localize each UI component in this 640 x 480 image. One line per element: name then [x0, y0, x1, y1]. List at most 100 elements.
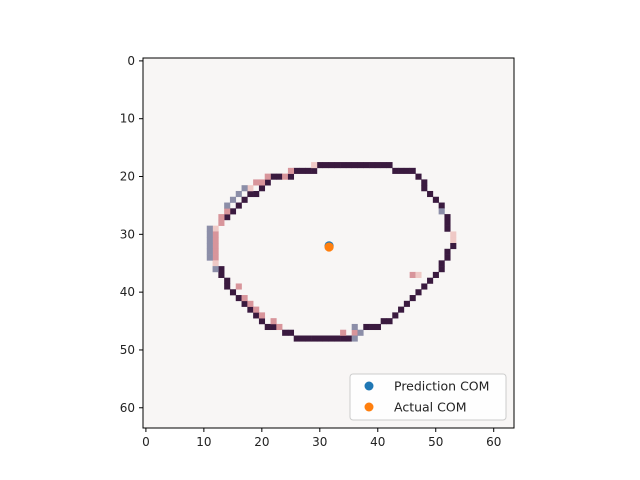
contour-pixel — [258, 185, 266, 192]
axes-frame — [142, 57, 515, 429]
legend-label-prediction-com: Prediction COM — [394, 379, 489, 394]
y-tick-label: 10 — [120, 112, 135, 126]
contour-pixel — [206, 243, 213, 250]
y-axis: 0 10 20 30 40 50 60 — [120, 54, 143, 415]
contour-pixel — [264, 323, 271, 331]
contour-pixel — [206, 248, 213, 255]
contour-pixel — [340, 335, 347, 342]
contour-pixel — [282, 329, 289, 336]
contour-pixel — [340, 162, 347, 169]
contour-pixel — [369, 323, 376, 331]
y-tick-label: 50 — [120, 343, 135, 357]
contour-pixel — [287, 173, 295, 180]
contour-pixel — [438, 202, 445, 209]
y-tick-label: 20 — [120, 170, 135, 184]
contour-pixel — [357, 162, 364, 169]
contour-pixel — [247, 306, 254, 313]
contour-pixel — [398, 167, 405, 174]
contour-pixel — [206, 254, 213, 261]
contour-pixel — [345, 162, 352, 169]
legend-label-actual-com: Actual COM — [394, 400, 467, 415]
contour-pixel — [287, 167, 295, 174]
contour-pixel — [340, 329, 347, 336]
contour-pixel — [403, 167, 410, 174]
contour-pixel — [282, 173, 289, 180]
contour-pixel — [305, 167, 312, 174]
contour-pixel — [299, 167, 306, 174]
contour-pixel — [299, 335, 306, 342]
x-tick-label: 60 — [486, 435, 501, 449]
contour-pixel — [229, 289, 237, 296]
contour-pixel — [264, 173, 271, 180]
contour-pixel — [415, 289, 422, 296]
contour-pixel — [270, 323, 277, 331]
contour-pixel — [229, 196, 237, 203]
contour-pixel — [363, 162, 370, 169]
contour-pixel — [229, 208, 237, 215]
contour-pixel — [293, 167, 300, 174]
x-tick-label: 50 — [428, 435, 443, 449]
contour-pixel — [369, 162, 376, 169]
contour-pixel — [427, 277, 434, 284]
contour-pixel — [311, 167, 318, 174]
contour-pixel — [224, 214, 231, 221]
contour-pixel — [270, 173, 277, 180]
contour-pixel — [363, 323, 370, 331]
contour-pixel — [212, 260, 219, 267]
contour-pixel — [444, 214, 451, 221]
contour-pixel — [218, 271, 225, 278]
contour-pixel — [432, 196, 439, 203]
contour-pixel — [212, 254, 219, 261]
contour-pixel — [427, 190, 434, 198]
legend-marker-prediction-com — [364, 381, 374, 391]
contour-pixel — [398, 306, 405, 313]
contour-pixel — [247, 300, 254, 307]
contour-pixel — [316, 335, 324, 342]
contour-pixel — [316, 162, 324, 169]
contour-pixel — [253, 190, 260, 198]
contour-pixel — [421, 179, 428, 186]
contour-pixel — [438, 266, 445, 273]
contour-pixel — [241, 196, 248, 203]
x-tick-label: 40 — [370, 435, 385, 449]
scatter-point-actual-com — [324, 242, 334, 252]
contour-pixel — [374, 162, 381, 169]
contour-pixel — [305, 335, 312, 342]
contour-pixel — [322, 162, 329, 169]
contour-pixel — [212, 266, 219, 273]
contour-pixel — [351, 162, 358, 169]
contour-pixel — [253, 179, 260, 186]
contour-pixel — [253, 306, 260, 313]
com-markers — [324, 241, 334, 252]
contour-pixel — [432, 271, 439, 278]
contour-pixel — [450, 231, 457, 238]
y-tick-label: 30 — [120, 227, 135, 241]
contour-pixel — [258, 179, 266, 186]
contour-pixel — [258, 318, 266, 325]
contour-pixel — [334, 162, 341, 169]
plot-area — [142, 57, 515, 429]
contour-pixel — [241, 185, 248, 192]
contour-pixel — [351, 329, 358, 336]
contour-pixel — [415, 271, 422, 278]
contour-pixel — [409, 295, 416, 302]
contour-pixel — [311, 162, 318, 169]
contour-pixel — [409, 167, 416, 174]
contour-pixel — [247, 190, 254, 198]
x-tick-label: 0 — [142, 435, 150, 449]
x-tick-label: 30 — [312, 435, 327, 449]
contour-pixel — [218, 266, 225, 273]
contour-pixel — [270, 318, 277, 325]
contour-pixel — [403, 300, 410, 307]
contour-pixel — [253, 312, 260, 319]
contour-pixel — [276, 173, 283, 180]
x-tick-label: 10 — [196, 435, 211, 449]
contour-pixel — [450, 243, 457, 250]
legend-box — [349, 373, 507, 421]
contour-pixel — [328, 335, 335, 342]
x-axis: 0 10 20 30 40 50 60 — [142, 428, 501, 449]
x-tick-label: 20 — [254, 435, 269, 449]
contour-pixel — [357, 329, 364, 336]
contour-pixel — [322, 335, 329, 342]
